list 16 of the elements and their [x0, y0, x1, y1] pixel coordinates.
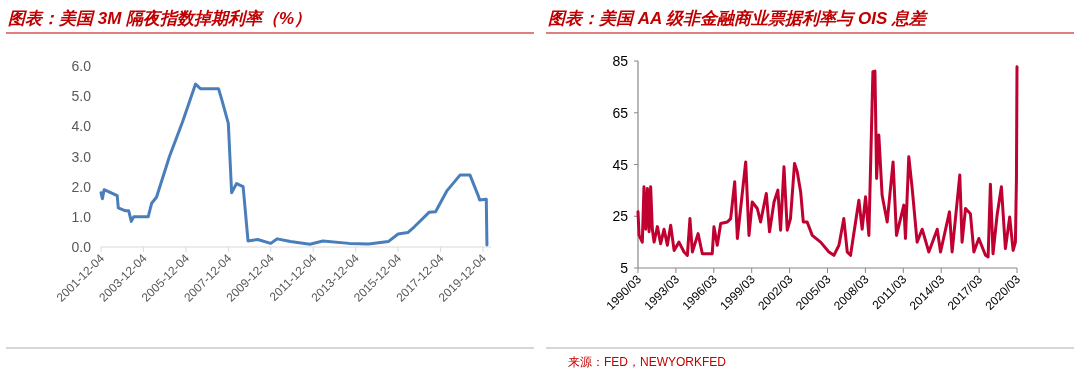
- y-tick-label: 5: [620, 260, 629, 276]
- y-tick-label: 6.0: [71, 58, 92, 74]
- y-tick-label: 0.0: [71, 239, 92, 255]
- y-tick-label: 85: [612, 53, 629, 69]
- y-tick-label: 65: [612, 104, 629, 121]
- source-note: 来源：FED，NEWYORKFED: [568, 355, 727, 369]
- y-tick-label: 45: [612, 156, 629, 173]
- y-tick-label: 3.0: [71, 148, 92, 165]
- line-series: [636, 65, 1019, 259]
- y-tick-label: 25: [612, 208, 629, 225]
- chart-title: 图表：美国 AA 级非金融商业票据利率与 OIS 息差: [548, 8, 930, 28]
- y-tick-label: 2.0: [71, 178, 92, 195]
- y-tick-label: 4.0: [71, 118, 92, 135]
- y-tick-label: 5.0: [71, 88, 92, 105]
- chart-title: 图表：美国 3M 隔夜指数掉期利率（%）: [8, 8, 312, 28]
- y-tick-label: 1.0: [71, 208, 92, 225]
